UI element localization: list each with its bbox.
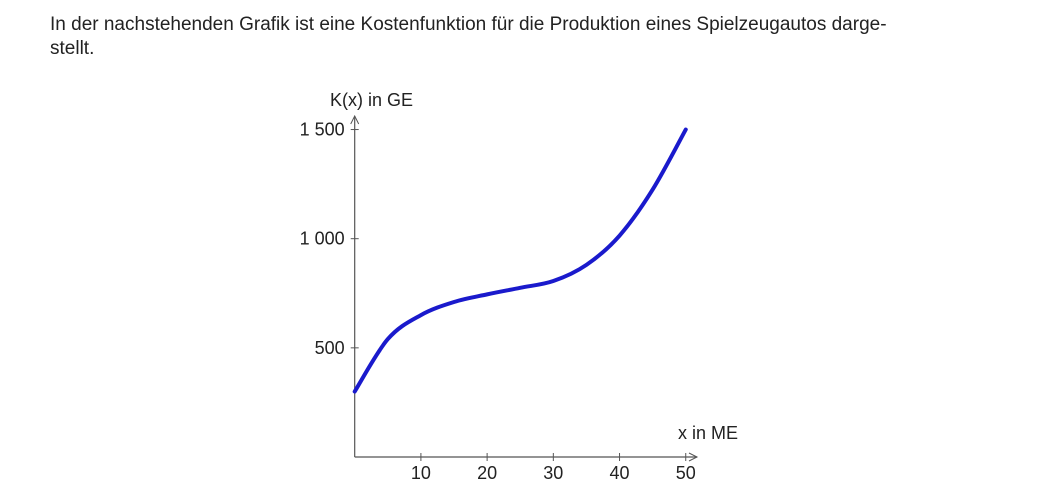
paragraph-line: stellt. [50, 38, 94, 59]
x-tick-label: 30 [543, 463, 563, 483]
cost-curve [352, 127, 688, 394]
x-tick-label: 10 [411, 463, 431, 483]
paragraph-line: In der nachstehenden Grafik ist eine Kos… [50, 14, 887, 35]
y-arrow [350, 114, 360, 125]
x-tick-label: 40 [610, 463, 630, 483]
x-axis-label: x in ME [678, 423, 738, 443]
x-arrow [688, 452, 699, 462]
y-axis-label: K(x) in GE [330, 90, 413, 110]
x-tick-label: 20 [477, 463, 497, 483]
y-tick-label: 1 000 [300, 229, 345, 249]
y-tick-label: 1 500 [300, 120, 345, 140]
x-tick-label: 50 [676, 463, 696, 483]
y-tick-label: 500 [315, 338, 345, 358]
